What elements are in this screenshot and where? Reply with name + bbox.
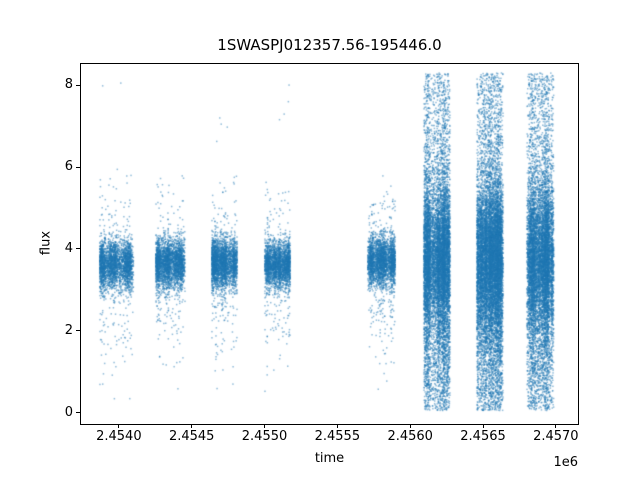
- y-tick-mark: [76, 330, 80, 332]
- x-tick-mark: [336, 424, 338, 428]
- x-tick-mark: [264, 424, 266, 428]
- y-tick-label: 4: [64, 240, 73, 256]
- x-axis-label: time: [314, 451, 345, 466]
- x-axis-offset-label: 1e6: [553, 455, 578, 470]
- x-tick-label: 2.4570: [533, 429, 579, 444]
- y-tick-label: 0: [64, 404, 73, 420]
- y-tick-label: 8: [64, 77, 73, 93]
- y-tick-mark: [76, 248, 80, 250]
- plot-area: [80, 63, 579, 425]
- x-tick-label: 2.4565: [460, 429, 506, 444]
- x-tick-label: 2.4560: [387, 429, 433, 444]
- x-tick-mark: [191, 424, 193, 428]
- chart-title: 1SWASPJ012357.56-195446.0: [217, 36, 442, 54]
- x-tick-label: 2.4555: [314, 429, 361, 444]
- x-tick-mark: [409, 424, 411, 428]
- y-tick-mark: [76, 166, 80, 168]
- scatter-points-canvas: [81, 64, 578, 424]
- y-tick-label: 2: [64, 322, 73, 338]
- x-tick-label: 2.4545: [168, 429, 215, 444]
- y-tick-mark: [76, 84, 80, 86]
- x-tick-label: 2.4540: [96, 429, 142, 444]
- x-tick-label: 2.4550: [241, 429, 288, 444]
- x-tick-mark: [482, 424, 484, 428]
- y-tick-label: 6: [64, 159, 73, 175]
- x-tick-mark: [118, 424, 120, 428]
- y-tick-mark: [76, 412, 80, 414]
- x-tick-mark: [555, 424, 557, 428]
